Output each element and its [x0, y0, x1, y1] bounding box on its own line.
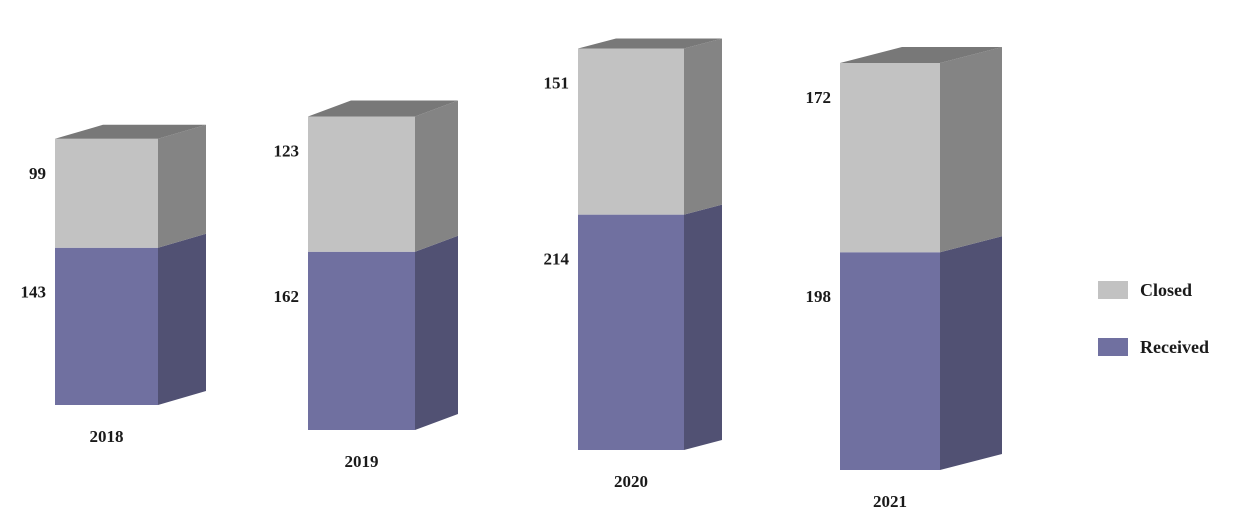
- bar-received-side-2019: [415, 235, 458, 430]
- legend-label-closed: Closed: [1140, 279, 1193, 300]
- bar-closed-side-2018: [158, 124, 206, 248]
- legend-swatch-received: [1098, 338, 1128, 356]
- bar-received-side-2020: [684, 204, 722, 450]
- data-label-closed-2021: 172: [806, 88, 832, 107]
- legend: Closed Received: [1098, 278, 1233, 392]
- bar-closed-front-2021: [840, 63, 940, 253]
- bar-closed-front-2018: [55, 138, 158, 248]
- bar-closed-side-2021: [940, 47, 1002, 253]
- legend-label-received: Received: [1140, 336, 1209, 357]
- bar-received-front-2020: [578, 214, 684, 450]
- bar-received-side-2018: [158, 233, 206, 405]
- bar-top-2019: [308, 100, 458, 117]
- data-label-received-2018: 143: [21, 283, 47, 302]
- x-tick-label-2019: 2019: [345, 452, 379, 471]
- bar-closed-side-2020: [684, 38, 722, 215]
- bar-top-2018: [55, 124, 206, 139]
- bar-received-front-2019: [308, 251, 415, 430]
- legend-item-closed: Closed: [1098, 278, 1233, 302]
- bar-top-2020: [578, 38, 722, 49]
- data-label-received-2019: 162: [274, 287, 300, 306]
- legend-item-received: Received: [1098, 335, 1233, 359]
- x-tick-label-2018: 2018: [90, 427, 124, 446]
- data-label-received-2021: 198: [806, 287, 832, 306]
- x-tick-label-2020: 2020: [614, 472, 648, 491]
- bar-closed-side-2019: [415, 100, 458, 252]
- bar-closed-front-2019: [308, 116, 415, 252]
- data-label-closed-2018: 99: [29, 164, 46, 183]
- data-label-closed-2019: 123: [274, 142, 300, 161]
- x-tick-label-2021: 2021: [873, 492, 907, 508]
- legend-swatch-closed: [1098, 281, 1128, 299]
- bar-received-front-2018: [55, 247, 158, 405]
- data-label-received-2020: 214: [544, 250, 570, 269]
- data-label-closed-2020: 151: [544, 74, 570, 93]
- bar-top-2021: [840, 47, 1002, 63]
- bar-received-front-2021: [840, 252, 940, 470]
- bar-closed-front-2020: [578, 48, 684, 215]
- bar-received-side-2021: [940, 236, 1002, 470]
